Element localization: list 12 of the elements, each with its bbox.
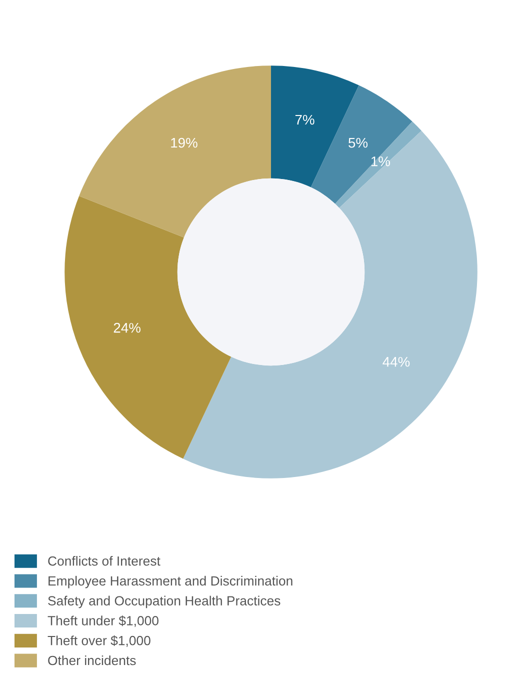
legend-label: Safety and Occupation Health Practices <box>48 596 280 608</box>
legend-label: Conflicts of Interest <box>48 556 160 566</box>
legend-label: Employee Harassment and Discrimination <box>48 576 292 588</box>
data-label: 7% <box>295 114 314 125</box>
data-label: 44% <box>382 356 410 367</box>
data-label: 5% <box>348 138 368 148</box>
data-label: 19% <box>171 138 198 148</box>
data-label: 24% <box>114 322 140 333</box>
legend-label: Theft under $1,000 <box>48 615 158 627</box>
legend-label: Other incidents <box>48 655 136 666</box>
legend-label: Theft over $1,000 <box>48 635 150 647</box>
data-label: 1% <box>371 156 390 166</box>
